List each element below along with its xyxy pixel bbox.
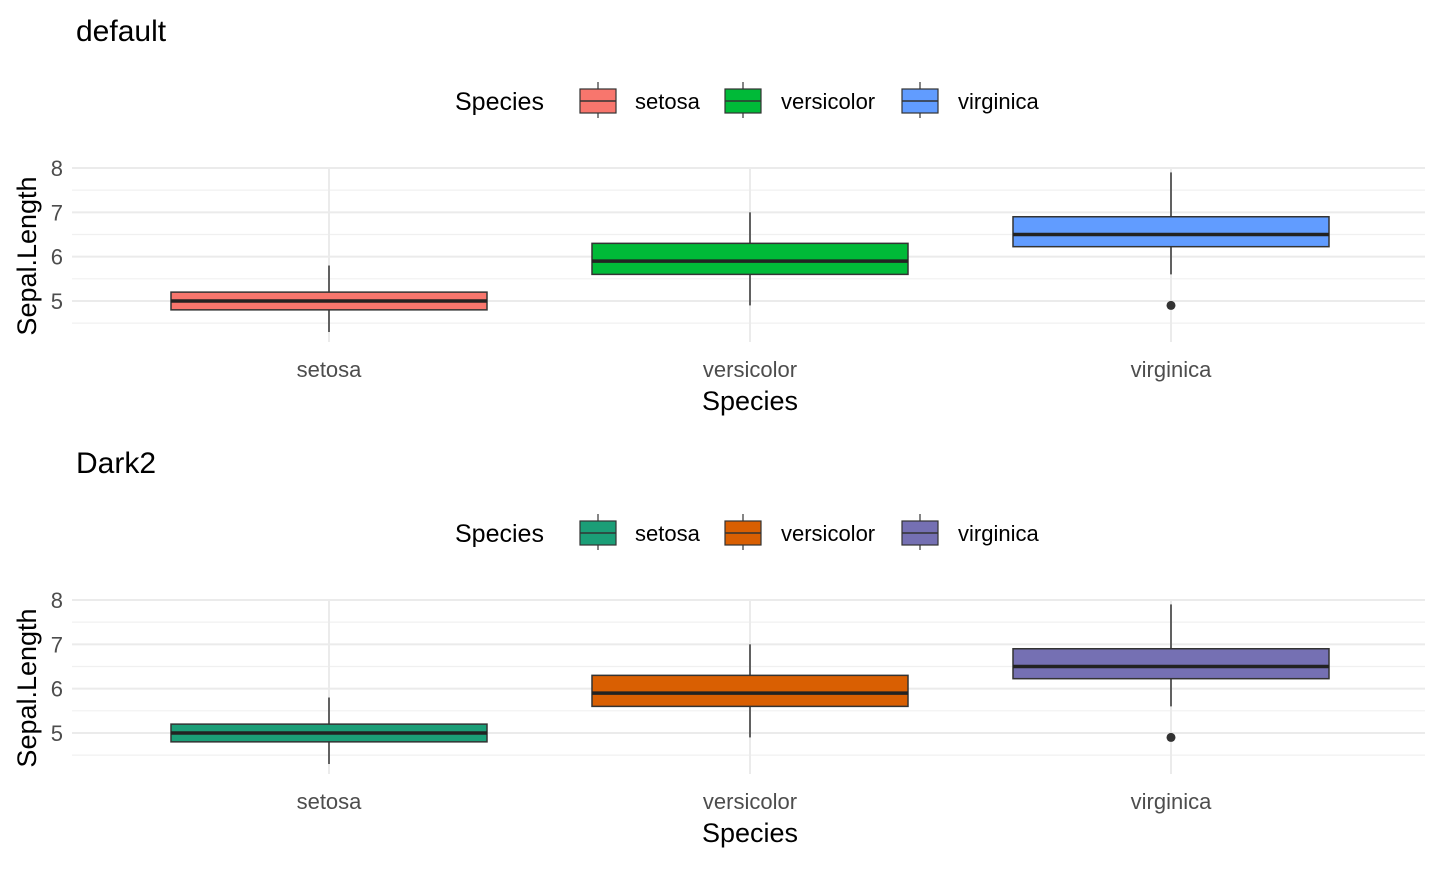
x-axis-label: Species [702,386,798,416]
legend-label-versicolor: versicolor [781,89,875,114]
boxplot-versicolor [591,644,909,738]
chart-title: Dark2 [76,447,156,480]
y-tick-label: 6 [51,677,63,702]
y-tick-label: 5 [51,289,63,314]
y-tick-label: 7 [51,200,63,225]
chart-panel-1: Dark2 Species setosa versicolor virginica 5 6 7… [12,447,1425,848]
chart-title: default [76,15,167,48]
x-tick-label: setosa [297,789,363,814]
legend-key-setosa [579,82,617,118]
legend-key-virginica [901,82,939,118]
legend-title: Species [455,88,544,116]
boxplot-virginica [1012,604,1330,742]
box [1012,647,1330,680]
box [591,674,909,708]
outlier-point [1166,732,1176,742]
legend-label-versicolor: versicolor [781,521,875,546]
y-tick-label: 6 [51,245,63,270]
y-axis-label: Sepal.Length [12,176,42,335]
box [1012,215,1330,248]
x-axis-label: Species [702,818,798,848]
legend: Species setosa versicolor virginica [455,514,1039,550]
legend-label-virginica: virginica [958,89,1039,114]
outlier-point [1166,300,1176,310]
boxplot-setosa [170,265,488,333]
legend-title: Species [455,520,544,548]
y-tick-label: 5 [51,721,63,746]
x-tick-label: virginica [1131,789,1212,814]
y-tick-label: 8 [51,588,63,613]
boxplot-versicolor [591,212,909,306]
legend-label-setosa: setosa [635,89,701,114]
x-tick-label: setosa [297,357,363,382]
x-tick-label: virginica [1131,357,1212,382]
boxplot-virginica [1012,172,1330,310]
chart-panel-0: default Species setosa versicolor virginica 5… [12,15,1425,416]
legend-key-setosa [579,514,617,550]
y-tick-label: 7 [51,632,63,657]
box [591,242,909,276]
x-tick-label: versicolor [703,357,797,382]
legend-key-versicolor [724,82,762,118]
boxplot-setosa [170,697,488,765]
x-tick-label: versicolor [703,789,797,814]
y-tick-label: 8 [51,156,63,181]
legend: Species setosa versicolor virginica [455,82,1039,118]
legend-label-setosa: setosa [635,521,701,546]
legend-key-virginica [901,514,939,550]
y-axis-label: Sepal.Length [12,608,42,767]
legend-key-versicolor [724,514,762,550]
legend-label-virginica: virginica [958,521,1039,546]
